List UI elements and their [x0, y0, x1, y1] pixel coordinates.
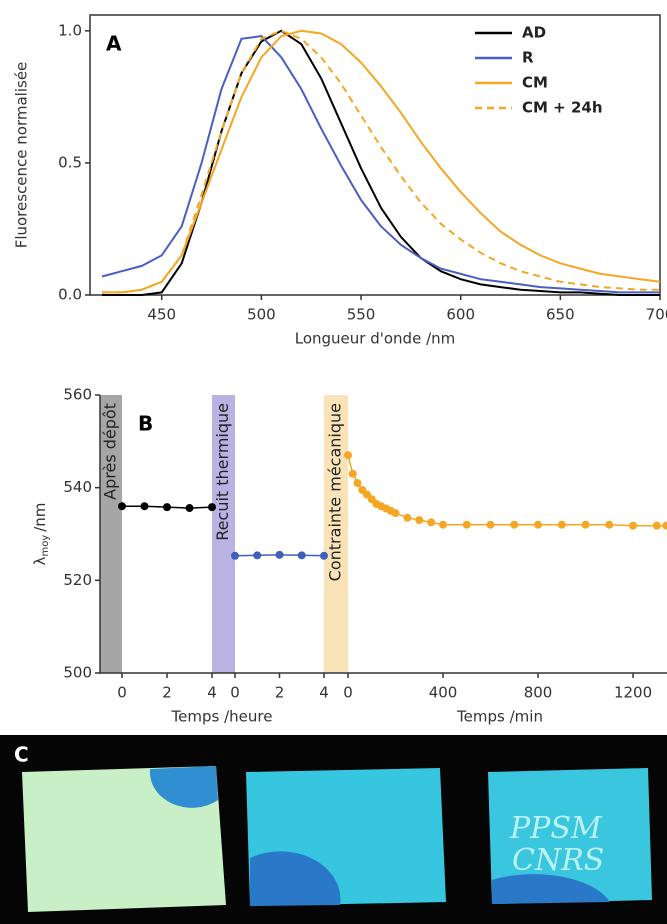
- data-point: [652, 521, 661, 530]
- panel-label: C: [14, 743, 29, 767]
- panel-label: B: [138, 412, 153, 436]
- y-axis-label: Fluorescence normalisée: [13, 62, 31, 249]
- y-tick-label: 560: [63, 386, 92, 404]
- data-point: [462, 520, 471, 529]
- data-point: [297, 551, 306, 560]
- y-tick-label: 0.0: [58, 286, 82, 304]
- data-point: [140, 502, 149, 511]
- x-tick-label: 2: [162, 684, 172, 702]
- x-tick-label: 650: [546, 306, 575, 324]
- legend-label: CM + 24h: [522, 99, 603, 117]
- legend-label: CM: [522, 74, 548, 92]
- photo-writing: CNRS: [512, 843, 604, 878]
- panel-label: A: [106, 32, 122, 56]
- y-axis-label: λmoy/nm: [31, 503, 52, 566]
- x-tick-label: 400: [429, 684, 458, 702]
- x-tick-label: 1200: [614, 684, 652, 702]
- y-tick-label: 500: [63, 664, 92, 682]
- legend-label: R: [522, 49, 534, 67]
- data-point: [185, 504, 194, 513]
- data-point: [439, 520, 448, 529]
- data-point: [208, 503, 216, 512]
- data-point: [253, 551, 262, 560]
- photo-writing: PPSM: [509, 811, 603, 846]
- spectrum-line: [102, 29, 660, 294]
- treatment-band: [212, 395, 235, 673]
- treatment-label: Contrainte mécanique: [326, 403, 345, 581]
- data-point: [231, 551, 239, 560]
- data-point: [391, 509, 400, 518]
- y-axis-symbol: λ: [31, 556, 49, 565]
- data-point: [348, 469, 357, 478]
- treatment-band: [100, 395, 122, 673]
- x-tick-label: 4: [319, 684, 329, 702]
- x-axis-label: Longueur d'onde /nm: [295, 330, 456, 348]
- data-point: [275, 550, 284, 559]
- spectrum-line: [102, 29, 660, 296]
- x-tick-label: 0: [230, 684, 240, 702]
- data-point: [427, 518, 436, 527]
- data-point: [344, 451, 352, 460]
- film-middle-spot: [250, 851, 341, 906]
- data-point: [557, 520, 566, 529]
- x-tick-label: 0: [117, 684, 127, 702]
- treatment-label: Recuit thermique: [213, 403, 232, 541]
- y-tick-label: 540: [63, 478, 92, 496]
- x-tick-label: 0: [343, 684, 353, 702]
- data-point: [629, 521, 638, 530]
- data-point: [403, 513, 412, 522]
- x-tick-label: 700: [646, 306, 667, 324]
- data-point: [510, 520, 519, 529]
- x-tick-label: 4: [207, 684, 217, 702]
- axes: [99, 395, 667, 674]
- x-tick-label: 2: [275, 684, 285, 702]
- legend-label: AD: [522, 24, 546, 42]
- data-point: [118, 502, 126, 511]
- film-right: [488, 768, 652, 904]
- y-tick-label: 0.5: [58, 153, 82, 171]
- data-point: [605, 520, 614, 529]
- data-point: [320, 551, 328, 560]
- x-tick-label: 800: [524, 684, 553, 702]
- x-axis-label: Temps /heure: [171, 708, 273, 726]
- y-tick-label: 520: [63, 571, 92, 589]
- data-point: [163, 503, 171, 512]
- data-point: [353, 479, 362, 488]
- treatment-band: [324, 395, 348, 673]
- data-point: [662, 521, 667, 530]
- film-left-spot: [149, 766, 218, 808]
- data-point: [415, 516, 424, 525]
- data-point: [534, 520, 543, 529]
- treatment-label: Après dépôt: [101, 403, 120, 500]
- x-tick-label: 450: [147, 306, 176, 324]
- y-axis-subscript: moy: [40, 535, 51, 557]
- x-tick-label: 600: [446, 306, 475, 324]
- x-axis-label: Temps /min: [456, 708, 543, 726]
- x-tick-label: 550: [347, 306, 376, 324]
- plot-frame: [89, 14, 661, 296]
- data-point: [581, 520, 590, 529]
- film-right-spot: [492, 874, 610, 904]
- y-axis-unit: /nm: [31, 503, 49, 532]
- data-point: [486, 520, 495, 529]
- spectrum-line: [101, 35, 660, 294]
- spectrum-line: [102, 29, 661, 294]
- x-tick-label: 500: [247, 306, 276, 324]
- y-tick-label: 1.0: [58, 21, 82, 39]
